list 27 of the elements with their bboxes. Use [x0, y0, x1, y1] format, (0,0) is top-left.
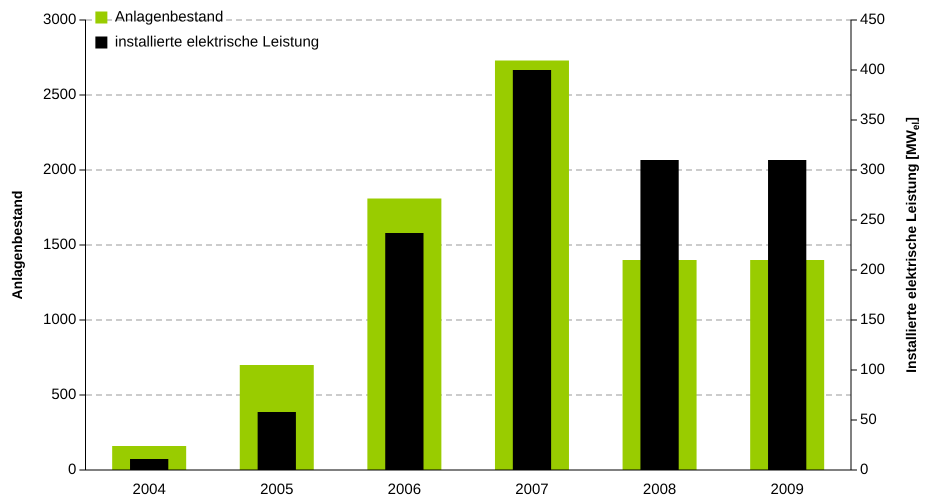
y2-tick-label: 400 — [860, 61, 886, 78]
x-tick-label: 2009 — [770, 481, 804, 498]
x-tick-label: 2004 — [132, 481, 166, 498]
y2-tick-label: 450 — [860, 11, 886, 28]
y-tick-label: 500 — [51, 386, 76, 404]
x-tick-label: 2007 — [515, 481, 549, 498]
x-tick-label: 2005 — [260, 481, 294, 498]
x-tick-label: 2008 — [642, 481, 676, 498]
y2-tick-label: 300 — [860, 161, 886, 178]
y-tick-label: 3000 — [42, 11, 76, 28]
y-tick-label: 1500 — [42, 236, 76, 254]
x-tick-label: 2006 — [388, 481, 422, 498]
y2-tick-label: 100 — [860, 361, 886, 378]
y2-tick-label: 350 — [860, 111, 886, 128]
y2-tick-label: 50 — [860, 411, 877, 428]
y-axis-title: Anlagenbestand — [8, 190, 25, 300]
y2-tick-label: 250 — [860, 211, 886, 228]
y2-tick-label: 150 — [860, 311, 886, 328]
y2-tick-label: 0 — [860, 461, 868, 478]
y-tick-label: 0 — [68, 461, 76, 478]
y-tick-label: 2500 — [42, 86, 76, 104]
y-tick-label: 1000 — [42, 311, 76, 328]
y2-tick-label: 200 — [860, 261, 886, 278]
y2-axis-title: Installierte elektrische Leistung [MWel] — [902, 117, 922, 373]
y-tick-label: 2000 — [42, 161, 76, 178]
legend-label: Anlagenbestand — [114, 8, 224, 26]
legend-label: installierte elektrische Leistung — [114, 34, 320, 51]
